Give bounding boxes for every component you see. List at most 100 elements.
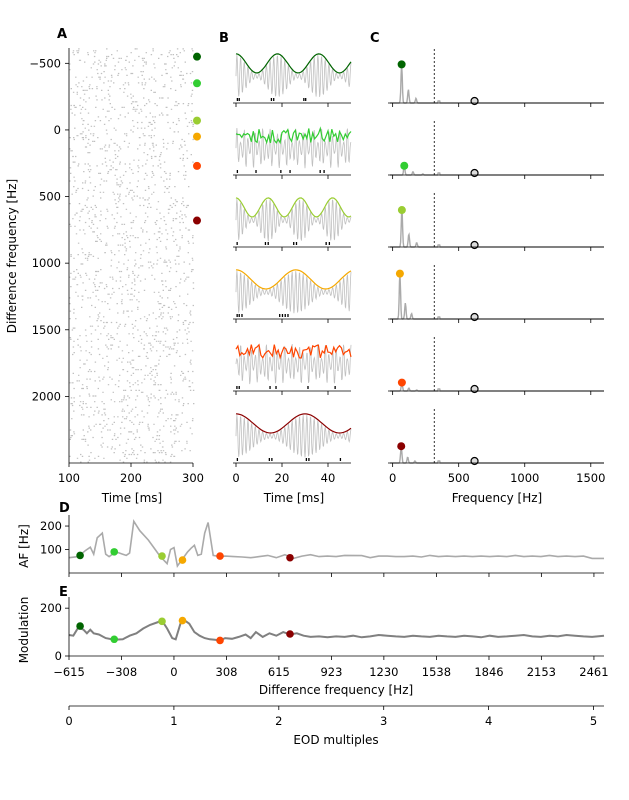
panel-letters: A B C D E <box>57 27 380 600</box>
c-x-axis-label: Frequency [Hz] <box>452 491 543 505</box>
eod-tick-label: 3 <box>380 714 387 728</box>
e-x-tick-label: 308 <box>216 665 238 679</box>
panel-b: 0 20 40 Time [ms] <box>232 53 352 505</box>
a-y-tick-label: 500 <box>39 190 61 204</box>
b-am-envelope <box>235 126 352 145</box>
e-point <box>286 630 294 638</box>
e-x-tick-label: 1538 <box>422 665 451 679</box>
eod-axis-label: EOD multiples <box>293 733 378 747</box>
c-spectrum <box>390 212 604 248</box>
c-spectrum <box>390 64 604 104</box>
panel-a: −500 0 500 1000 1500 2000 100 200 300 Time [ms] Di… <box>5 48 204 505</box>
e-x-axis-label: Difference frequency [Hz] <box>259 683 413 697</box>
b-carrier-trace <box>235 270 352 314</box>
a-df-marker <box>193 132 201 141</box>
d-y-axis-label: AF [Hz] <box>17 524 31 568</box>
c-eod-marker <box>470 240 479 250</box>
a-df-marker <box>193 216 201 225</box>
d-y-tick-label: 200 <box>40 519 62 533</box>
b-x-tick-label: 40 <box>321 471 336 485</box>
b-am-envelope <box>235 343 352 360</box>
e-x-tick-label: 1846 <box>474 665 503 679</box>
c-x-tick-label: 1000 <box>510 471 539 485</box>
c-spectrum <box>390 165 604 176</box>
d-point <box>158 552 166 560</box>
b-x-tick-label: 20 <box>275 471 290 485</box>
eod-tick-label: 0 <box>65 714 72 728</box>
eod-tick-label: 1 <box>170 714 177 728</box>
eod-tick-label: 5 <box>590 714 597 728</box>
b-carrier-trace <box>235 54 352 97</box>
a-y-axis-label: Difference frequency [Hz] <box>5 179 19 333</box>
c-x-tick-label: 500 <box>448 471 470 485</box>
c-eod-marker <box>470 168 479 178</box>
eod-tick-label: 2 <box>275 714 282 728</box>
d-series-line <box>68 519 604 568</box>
e-x-tick-label: 2461 <box>579 665 608 679</box>
e-x-tick-label: 1230 <box>369 665 398 679</box>
d-point <box>110 548 119 556</box>
b-am-envelope <box>235 53 352 74</box>
a-y-tick-label: 2000 <box>32 389 61 403</box>
panel-letter-a: A <box>57 27 67 42</box>
panel-c: 0 500 1000 1500 Frequency [Hz] <box>388 49 605 505</box>
panel-e: 0 200 −615 −308 0 308 615 923 1230 1538 1846 2153 24… <box>17 597 609 697</box>
e-x-tick-label: 2153 <box>527 665 556 679</box>
e-x-tick-label: 923 <box>320 665 342 679</box>
panel-letter-b: B <box>219 31 229 46</box>
c-eod-marker <box>470 96 479 106</box>
a-y-tick-label: 1500 <box>32 323 61 337</box>
panel-letter-d: D <box>59 501 70 516</box>
b-carrier-trace <box>235 414 352 458</box>
c-peak-marker <box>397 206 406 215</box>
e-point <box>76 622 84 630</box>
c-peak-marker <box>395 269 404 278</box>
b-carrier-trace <box>235 198 352 242</box>
a-y-tick-label: −500 <box>29 56 61 70</box>
a-df-marker <box>193 161 201 170</box>
c-eod-marker <box>470 456 479 466</box>
c-eod-marker <box>470 312 479 322</box>
c-peak-marker <box>400 161 409 170</box>
c-x-tick-label: 0 <box>389 471 396 485</box>
a-df-marker <box>193 116 201 125</box>
a-x-tick-label: 300 <box>182 471 204 485</box>
b-x-axis-label: Time [ms] <box>263 491 325 505</box>
d-point <box>286 553 294 562</box>
e-point <box>216 636 224 645</box>
e-point <box>178 616 187 625</box>
a-y-tick-label: 0 <box>54 123 61 137</box>
a-df-marker <box>193 79 201 88</box>
a-df-marker <box>193 52 201 61</box>
a-y-tick-label: 1000 <box>32 256 61 270</box>
e-point <box>110 635 119 644</box>
e-series-line <box>68 618 605 642</box>
panel-eod-axis: 0 1 2 3 4 5 EOD multiples <box>65 705 604 747</box>
e-x-tick-label: −308 <box>106 665 138 679</box>
eod-tick-label: 4 <box>485 714 492 728</box>
c-peak-marker <box>397 60 406 69</box>
a-x-tick-label: 200 <box>120 471 142 485</box>
c-spectrum <box>390 446 604 464</box>
c-peak-marker <box>397 442 406 451</box>
e-y-tick-label: 200 <box>40 601 62 615</box>
d-point <box>216 552 224 560</box>
a-x-tick-label: 100 <box>58 471 80 485</box>
panel-letter-e: E <box>59 585 68 600</box>
b-am-envelope <box>235 269 352 290</box>
e-x-tick-label: −615 <box>53 665 85 679</box>
e-point <box>158 617 166 626</box>
c-spectrum <box>390 274 604 320</box>
c-eod-marker <box>470 384 479 394</box>
c-peak-marker <box>397 378 406 387</box>
b-am-envelope <box>235 413 352 434</box>
b-carrier-trace <box>235 343 352 385</box>
c-spectrum <box>390 382 604 392</box>
c-x-tick-label: 1500 <box>576 471 605 485</box>
d-point <box>76 551 84 560</box>
e-x-tick-label: 615 <box>268 665 290 679</box>
e-y-tick-label: 0 <box>55 649 62 663</box>
a-x-axis-label: Time [ms] <box>101 491 163 505</box>
d-point <box>178 556 187 564</box>
